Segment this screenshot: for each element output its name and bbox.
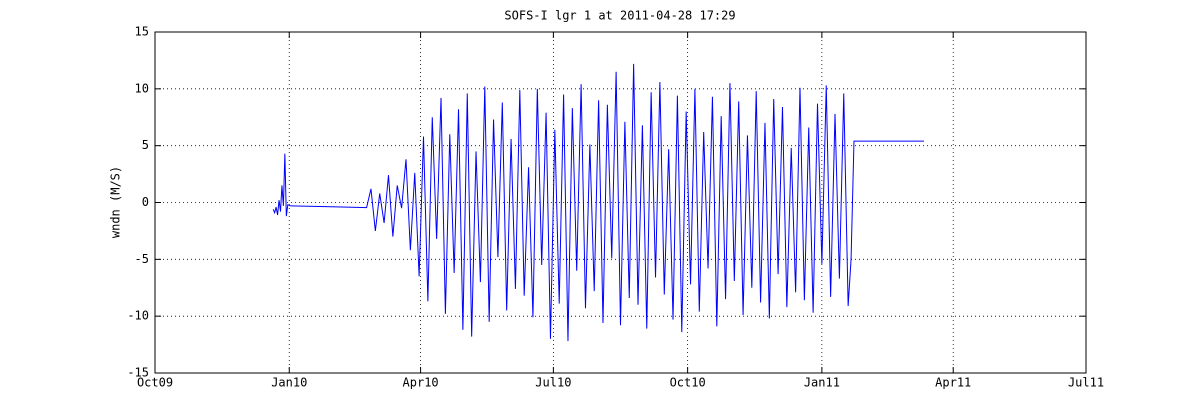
y-axis-label: wndn (M/S)	[109, 166, 123, 238]
x-tick-label: Jan10	[271, 376, 307, 390]
y-tick-label: 5	[142, 138, 149, 152]
plot-frame	[154, 31, 1087, 374]
y-tick-label: -15	[127, 366, 149, 380]
x-tick-label: Apr10	[403, 376, 439, 390]
y-tick-label: 15	[135, 25, 149, 39]
x-tick-label: Jul11	[1068, 376, 1104, 390]
chart-title: SOFS-I lgr 1 at 2011-04-28 17:29	[504, 9, 735, 23]
x-tick-label: Apr11	[935, 376, 971, 390]
y-tick-label: -5	[135, 252, 149, 266]
x-tick-label: Jan11	[804, 376, 840, 390]
y-tick-label: 0	[142, 195, 149, 209]
y-tick-label: 10	[135, 81, 149, 95]
data-line	[272, 63, 925, 342]
x-tick-label: Jul10	[535, 376, 571, 390]
x-tick-label: Oct10	[670, 376, 706, 390]
y-tick-label: -10	[127, 309, 149, 323]
x-tick-label: Oct09	[137, 376, 173, 390]
